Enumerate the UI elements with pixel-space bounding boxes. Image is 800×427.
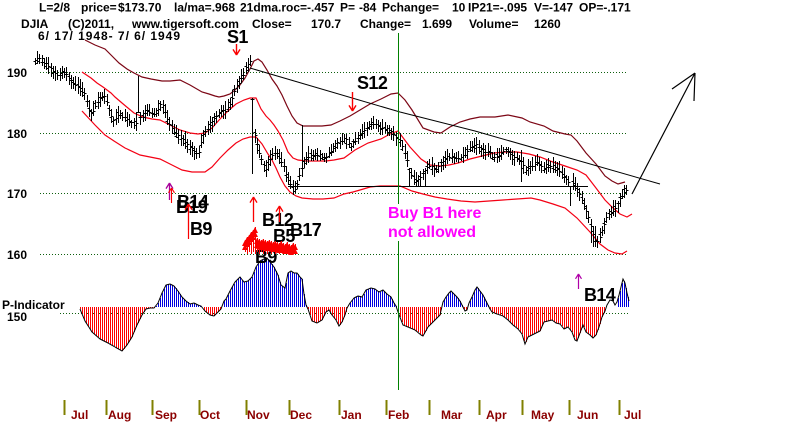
svg-text:Sep: Sep xyxy=(155,408,177,422)
svg-text:Buy B1 here: Buy B1 here xyxy=(388,205,481,222)
svg-text:B19: B19 xyxy=(176,197,208,217)
svg-text:Jan: Jan xyxy=(341,408,362,422)
svg-text:Mar: Mar xyxy=(441,408,463,422)
svg-text:Jun: Jun xyxy=(577,408,598,422)
svg-text:150: 150 xyxy=(7,310,27,324)
svg-text:190: 190 xyxy=(7,66,27,80)
svg-text:Jul: Jul xyxy=(624,408,641,422)
svg-text:not allowed: not allowed xyxy=(388,224,476,241)
svg-text:May: May xyxy=(531,408,555,422)
svg-text:B9: B9 xyxy=(190,219,212,239)
svg-text:Jul: Jul xyxy=(71,408,88,422)
svg-text:Nov: Nov xyxy=(247,408,270,422)
svg-text:Oct: Oct xyxy=(200,408,220,422)
svg-text:180: 180 xyxy=(7,127,27,141)
svg-text:B12: B12 xyxy=(262,210,294,230)
svg-text:S12: S12 xyxy=(357,73,388,93)
svg-text:6/ 17/ 1948- 7/ 6/ 1949: 6/ 17/ 1948- 7/ 6/ 1949 xyxy=(38,29,180,43)
svg-text:B17: B17 xyxy=(290,220,322,240)
svg-text:160: 160 xyxy=(7,248,27,262)
svg-text:Feb: Feb xyxy=(388,408,409,422)
svg-text:P-Indicator: P-Indicator xyxy=(2,298,65,312)
svg-text:S1: S1 xyxy=(227,27,248,47)
svg-text:Dec: Dec xyxy=(290,408,312,422)
svg-text:B5: B5 xyxy=(273,226,295,246)
svg-text:B14: B14 xyxy=(584,285,616,305)
svg-text:170: 170 xyxy=(7,187,27,201)
svg-text:B14: B14 xyxy=(177,192,209,212)
svg-text:Aug: Aug xyxy=(108,408,131,422)
svg-text:Apr: Apr xyxy=(486,408,507,422)
